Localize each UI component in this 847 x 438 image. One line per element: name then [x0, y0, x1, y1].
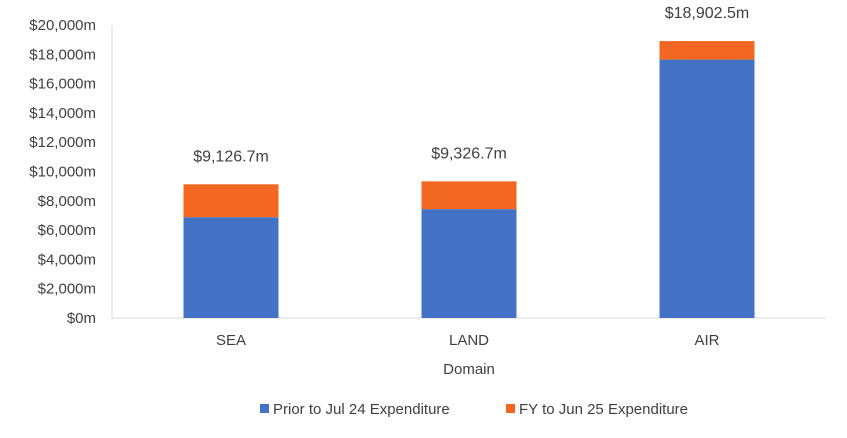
bar-sea-series-1: [183, 217, 279, 318]
x-tick-label: SEA: [216, 332, 246, 349]
legend-label: Prior to Jul 24 Expenditure: [273, 401, 450, 418]
bar-land-series-1: [421, 209, 517, 318]
y-tick-label: $8,000m: [38, 193, 96, 210]
y-tick-label: $2,000m: [38, 281, 96, 298]
y-tick-label: $14,000m: [29, 105, 96, 122]
total-data-label: $9,126.7m: [193, 148, 269, 165]
bar-air-series-2: [659, 41, 755, 60]
total-data-label: $9,326.7m: [431, 145, 507, 162]
y-tick-label: $12,000m: [29, 134, 96, 151]
y-tick-label: $20,000m: [29, 17, 96, 34]
y-tick-label: $16,000m: [29, 76, 96, 93]
legend-swatch: [260, 404, 269, 413]
legend-label: FY to Jun 25 Expenditure: [519, 401, 688, 418]
legend-swatch: [506, 404, 515, 413]
x-axis-title: Domain: [443, 361, 495, 378]
bar-land-series-2: [421, 181, 517, 210]
bar-sea-series-2: [183, 184, 279, 218]
total-data-label: $18,902.5m: [665, 5, 750, 22]
y-tick-label: $0m: [67, 310, 96, 327]
y-tick-label: $6,000m: [38, 222, 96, 239]
y-tick-label: $4,000m: [38, 251, 96, 268]
bar-air-series-1: [659, 59, 755, 318]
x-tick-label: AIR: [694, 332, 719, 349]
x-tick-label: LAND: [449, 332, 489, 349]
y-tick-label: $10,000m: [29, 164, 96, 181]
y-tick-label: $18,000m: [29, 46, 96, 63]
